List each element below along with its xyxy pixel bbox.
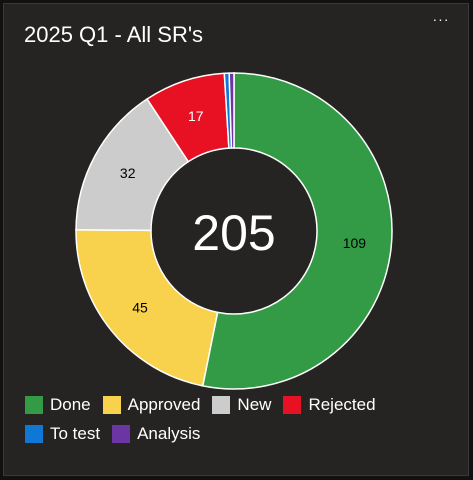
data-label-new: 32 <box>120 165 136 181</box>
legend-item-done[interactable]: Done <box>25 395 91 415</box>
legend-swatch-new <box>212 395 231 414</box>
slice-approved[interactable] <box>75 229 219 387</box>
legend-swatch-rejected <box>283 395 302 414</box>
legend-label-analysis: Analysis <box>137 423 201 443</box>
data-label-approved: 45 <box>132 299 148 315</box>
legend-swatch-analysis <box>112 424 131 443</box>
center-total-label: 205 <box>192 205 275 261</box>
chart-legend: Done Approved New Rejected To test Analy… <box>25 390 455 448</box>
slice-analysis[interactable] <box>228 72 235 149</box>
slice-done[interactable] <box>201 72 393 390</box>
legend-label-new: New <box>237 394 272 414</box>
legend-item-approved[interactable]: Approved <box>102 394 201 415</box>
legend-row-2: To test Analysis <box>25 419 455 448</box>
legend-item-rejected[interactable]: Rejected <box>283 394 376 415</box>
legend-row-1: Done Approved New Rejected <box>25 390 455 419</box>
data-label-done: 109 <box>343 235 367 251</box>
more-options-icon[interactable]: ··· <box>432 11 450 27</box>
data-label-rejected: 17 <box>188 108 204 124</box>
legend-label-done: Done <box>50 394 91 414</box>
legend-swatch-done <box>25 395 43 414</box>
legend-label-approved: Approved <box>127 394 201 414</box>
legend-swatch-approved <box>102 395 121 414</box>
legend-item-analysis[interactable]: Analysis <box>112 424 200 444</box>
legend-item-new[interactable]: New <box>212 395 271 415</box>
chart-title: 2025 Q1 - All SR's <box>24 22 204 47</box>
legend-swatch-to-test <box>25 424 43 443</box>
legend-item-to-test[interactable]: To test <box>25 424 100 444</box>
legend-label-rejected: Rejected <box>308 394 376 414</box>
legend-label-to-test: To test <box>50 423 101 443</box>
